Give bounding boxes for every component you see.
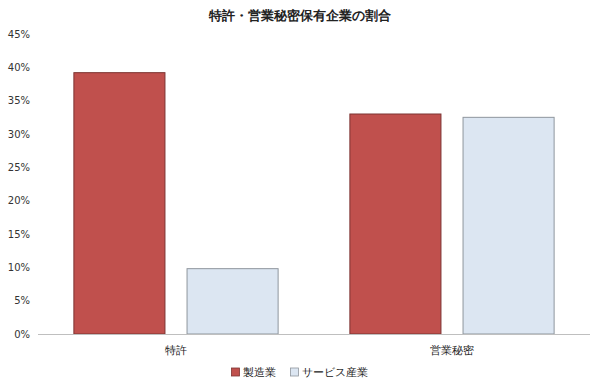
y-tick-label: 0% [14, 329, 30, 340]
bar [350, 114, 441, 334]
y-tick-label: 35% [8, 95, 30, 106]
tick-mark [35, 34, 38, 35]
tick-mark [35, 67, 38, 68]
y-tick-label: 20% [8, 195, 30, 206]
bars [74, 73, 554, 334]
tick-mark [35, 134, 38, 135]
y-tick-label: 45% [8, 29, 30, 40]
chart-container: 特許・営業秘密保有企業の割合 0% 5% 10% 15% 20% 25% 30% 35% 40% 4… [0, 0, 600, 387]
y-tick-label: 25% [8, 162, 30, 173]
x-axis-line [38, 334, 590, 335]
y-tick-label: 10% [8, 262, 30, 273]
y-tick-label: 15% [8, 229, 30, 240]
chart-title: 特許・営業秘密保有企業の割合 [208, 8, 391, 23]
chart-svg: 特許・営業秘密保有企業の割合 0% 5% 10% 15% 20% 25% 30% 35% 40% 4… [0, 0, 600, 387]
tick-mark [35, 234, 38, 235]
bar [74, 73, 165, 334]
tick-mark [35, 100, 38, 101]
legend-label: 製造業 [243, 366, 276, 379]
legend-swatch [291, 368, 299, 376]
legend-swatch [232, 368, 240, 376]
tick-mark [35, 334, 38, 335]
tick-mark [35, 167, 38, 168]
y-tick-label: 5% [14, 295, 30, 306]
y-tick-label: 30% [8, 129, 30, 140]
y-tick-label: 40% [8, 62, 30, 73]
tick-mark [35, 200, 38, 201]
tick-mark [35, 267, 38, 268]
legend-label: サービス産業 [302, 366, 368, 379]
bar [187, 269, 278, 334]
bar [463, 117, 554, 334]
tick-mark [35, 300, 38, 301]
x-tick-label: 営業秘密 [430, 344, 474, 357]
legend: 製造業 サービス産業 [232, 366, 368, 379]
x-tick-label: 特許 [165, 344, 187, 357]
